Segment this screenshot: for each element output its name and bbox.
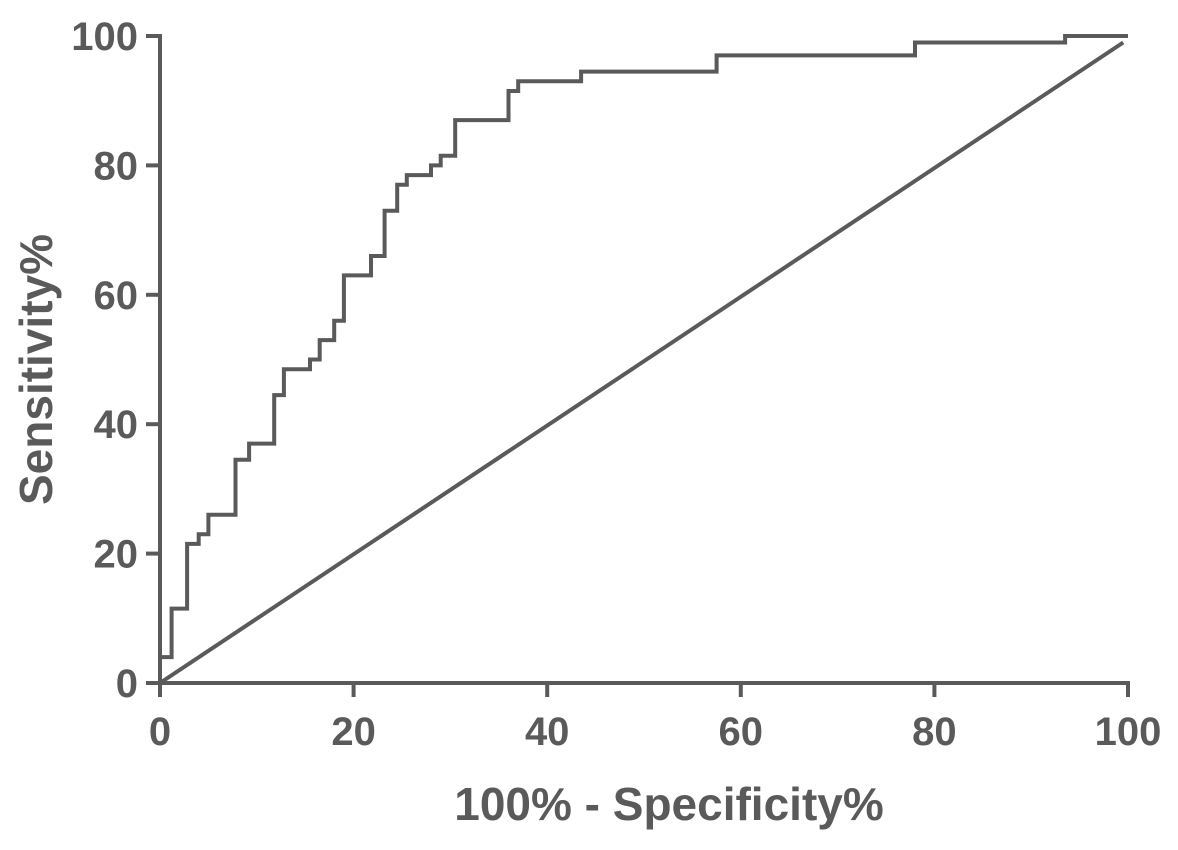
series-layer: [158, 34, 1128, 685]
x-tick-label: 100: [1095, 710, 1162, 754]
y-tick-label: 60: [94, 274, 139, 318]
y-tick-label: 40: [94, 403, 139, 447]
x-tick-label: 80: [912, 710, 957, 754]
y-tick-label: 20: [94, 533, 139, 577]
x-axis-title: 100% - Specificity%: [454, 778, 884, 830]
y-tick-label: 80: [94, 144, 139, 188]
y-tick-label: 100: [71, 15, 138, 59]
reference-diagonal-line: [158, 40, 1125, 685]
x-tick-label: 40: [525, 710, 570, 754]
roc-curve-line: [158, 34, 1128, 683]
ticks: 0 20 40 60 80 100 0 20 40 60 80 100: [71, 15, 1161, 754]
y-tick-label: 0: [116, 662, 138, 706]
axes: [158, 34, 1130, 685]
x-tick-label: 0: [149, 710, 171, 754]
y-axis-title: Sensitivity%: [10, 234, 62, 505]
x-tick-label: 20: [331, 710, 376, 754]
x-tick-label: 60: [719, 710, 764, 754]
